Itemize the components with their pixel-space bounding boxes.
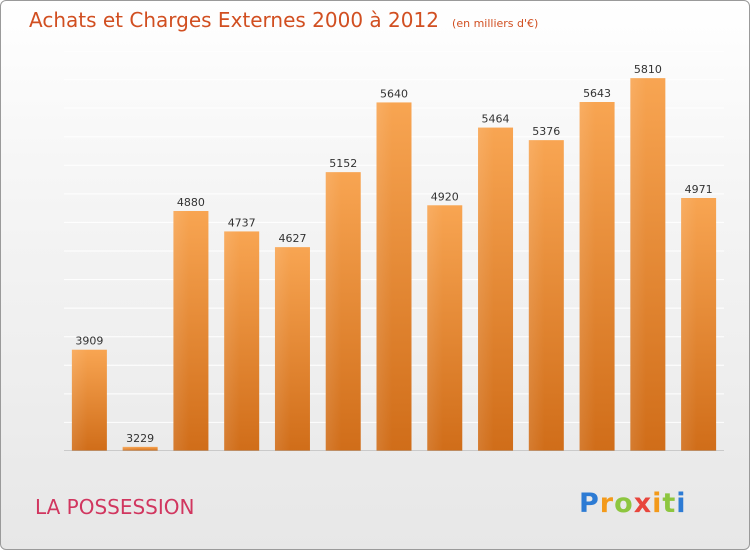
bar-highlight — [173, 211, 190, 451]
data-label: 5643 — [583, 87, 611, 100]
bar-highlight — [630, 78, 647, 451]
bar-highlight — [427, 205, 444, 451]
bar-highlight — [376, 102, 393, 451]
chart-title: Achats et Charges Externes 2000 à 2012 — [29, 8, 439, 32]
data-label: 4971 — [685, 183, 713, 196]
data-label: 4880 — [177, 196, 205, 209]
bar-highlight — [325, 172, 342, 451]
bar-highlight — [579, 102, 596, 451]
bar-highlight — [681, 198, 697, 451]
bar-highlight — [224, 231, 240, 451]
bar — [122, 446, 158, 451]
title-block: Achats et Charges Externes 2000 à 2012 (… — [29, 8, 538, 32]
data-label: 4920 — [431, 190, 459, 203]
data-label: 5376 — [532, 125, 560, 138]
data-label: 5640 — [380, 87, 408, 100]
place-name: LA POSSESSION — [35, 495, 195, 519]
bar-highlight — [478, 127, 494, 451]
data-label: 4627 — [278, 232, 306, 245]
data-label: 5464 — [482, 113, 510, 126]
proxiti-logo: Proxiti — [579, 488, 687, 519]
bar-highlight — [122, 446, 139, 451]
data-label: 3229 — [126, 432, 154, 445]
data-label: 3909 — [75, 335, 103, 348]
bar-highlight — [528, 140, 545, 451]
data-label: 5810 — [634, 63, 662, 76]
chart-subtitle: (en milliers d'€) — [452, 17, 539, 30]
data-label: 5152 — [329, 157, 357, 170]
bar-highlight — [274, 247, 291, 451]
data-label: 4737 — [228, 216, 256, 229]
bar-chart: 3200340036003800400042004400460048005000… — [64, 51, 724, 451]
bar-highlight — [71, 349, 88, 451]
